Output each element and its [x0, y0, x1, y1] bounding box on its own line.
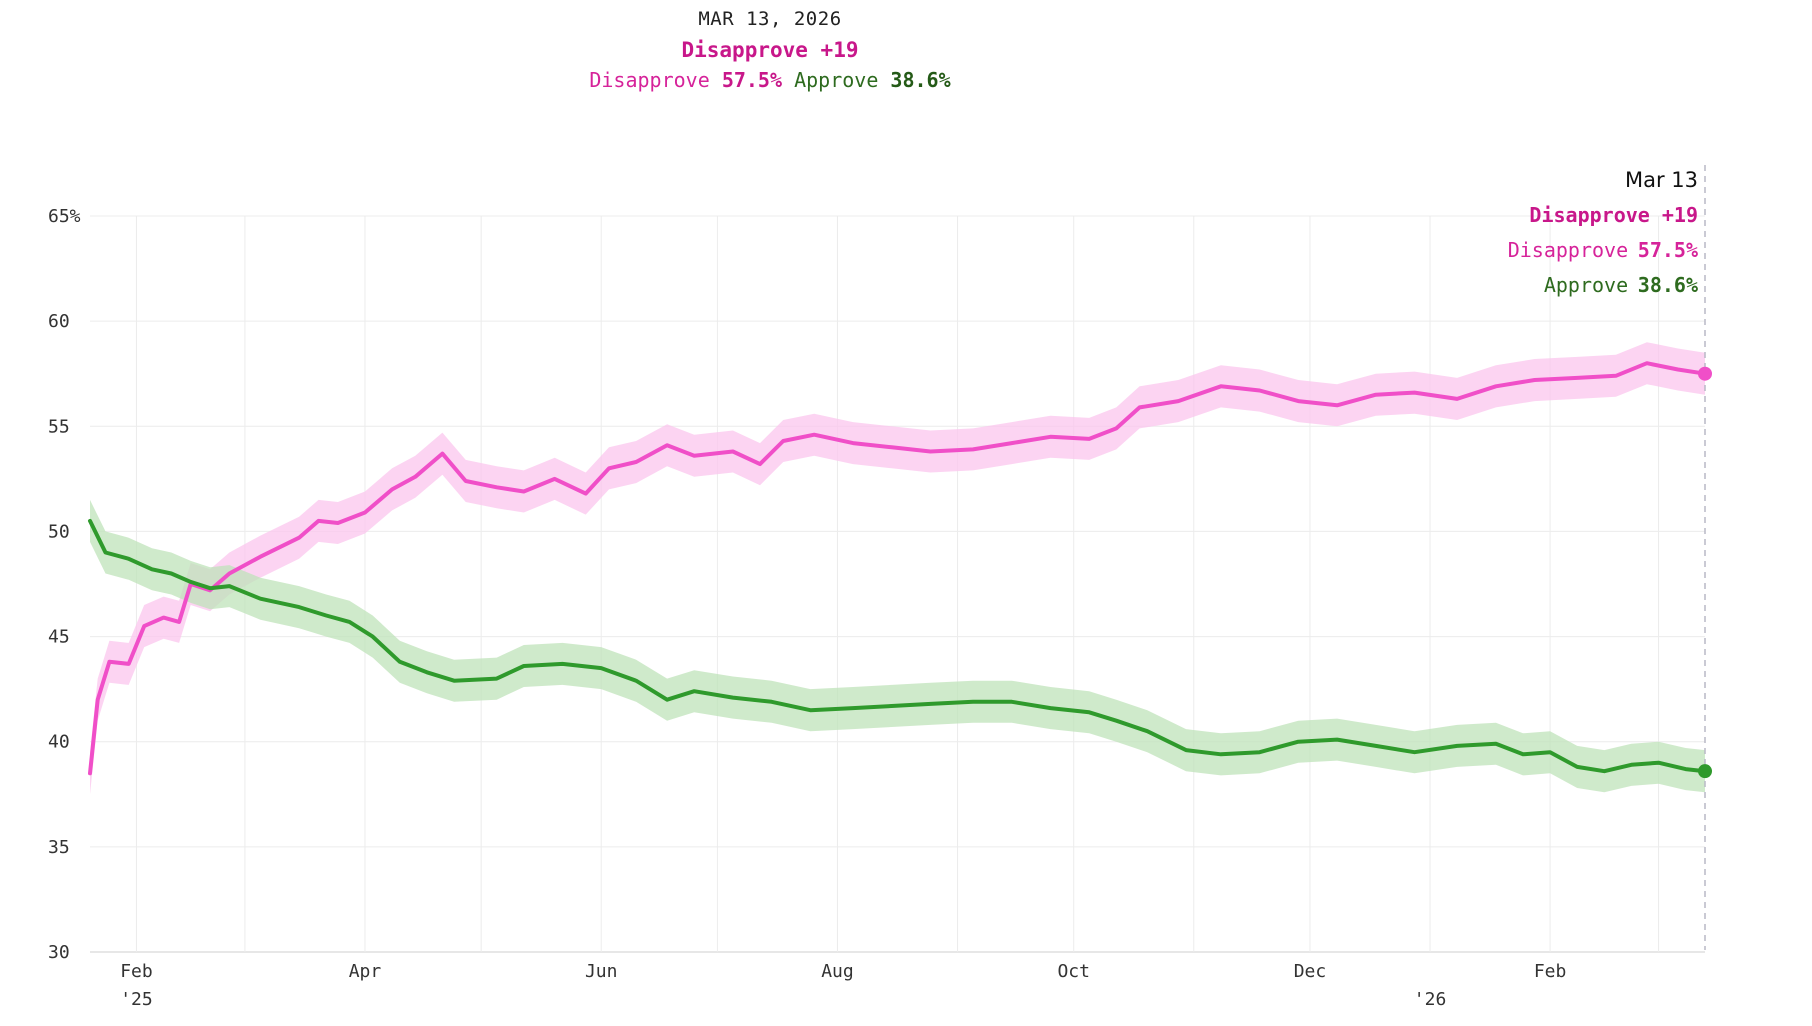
approve-endpoint-dot	[1698, 764, 1712, 779]
tooltip-date: Mar 13	[1625, 168, 1698, 192]
y-tick-label: 60	[48, 311, 70, 332]
x-tick-label: Feb	[120, 961, 153, 982]
y-tick-label: 35	[48, 837, 70, 858]
tooltip-approve-value: 38.6%	[1638, 273, 1698, 297]
disapprove-band	[90, 342, 1705, 795]
x-tick-label: Apr	[349, 961, 382, 982]
x-year-label: '25	[120, 989, 153, 1010]
tooltip-approve: Approve 38.6%	[1544, 273, 1698, 297]
disapprove-endpoint-dot	[1698, 366, 1712, 381]
header-approve-label: Approve	[794, 68, 879, 92]
tooltip-disapprove-value: 57.5%	[1638, 238, 1698, 262]
disapprove-line	[88, 361, 1707, 776]
y-tick-label: 45	[48, 627, 70, 648]
y-tick-label: 50	[48, 521, 70, 542]
header-approve-value: 38.6%	[890, 68, 951, 92]
x-tick-label: Dec	[1294, 961, 1327, 982]
x-year-label: '26	[1414, 989, 1447, 1010]
y-axis: 65% 60 55 50 45 40 35 30	[48, 206, 81, 963]
endpoint-markers	[1698, 366, 1712, 779]
header-disapprove-value: 57.5%	[721, 68, 783, 92]
hover-tooltip: Mar 13 Disapprove +19 Disapprove 57.5% A…	[1508, 168, 1698, 297]
tooltip-disapprove: Disapprove 57.5%	[1508, 238, 1698, 262]
error-bands	[90, 342, 1705, 795]
x-axis: Feb '25 Apr Jun Aug Oct Dec Feb '26	[120, 961, 1566, 1010]
header-disapprove-label: Disapprove	[589, 68, 710, 92]
x-tick-label: Oct	[1057, 961, 1090, 982]
header-values: Disapprove 57.5% Approve 38.6%	[0, 68, 1540, 92]
y-tick-label: 40	[48, 732, 70, 753]
grid-lines	[90, 215, 1705, 953]
series-lines	[88, 361, 1707, 776]
approve-line	[88, 518, 1707, 774]
tooltip-disapprove-label: Disapprove	[1508, 238, 1628, 262]
y-tick-label: 65%	[48, 206, 81, 227]
tooltip-net-label: Disapprove +19	[1529, 203, 1698, 227]
x-tick-label: Aug	[821, 961, 854, 982]
x-tick-label: Feb	[1534, 961, 1567, 982]
y-tick-label: 30	[48, 942, 70, 963]
approve-band	[90, 499, 1705, 793]
header-date: MAR 13, 2026	[698, 8, 842, 30]
x-tick-label: Jun	[585, 961, 618, 982]
y-tick-label: 55	[48, 416, 70, 437]
header-net-label: Disapprove +19	[681, 38, 859, 62]
tooltip-approve-label: Approve	[1544, 273, 1628, 297]
